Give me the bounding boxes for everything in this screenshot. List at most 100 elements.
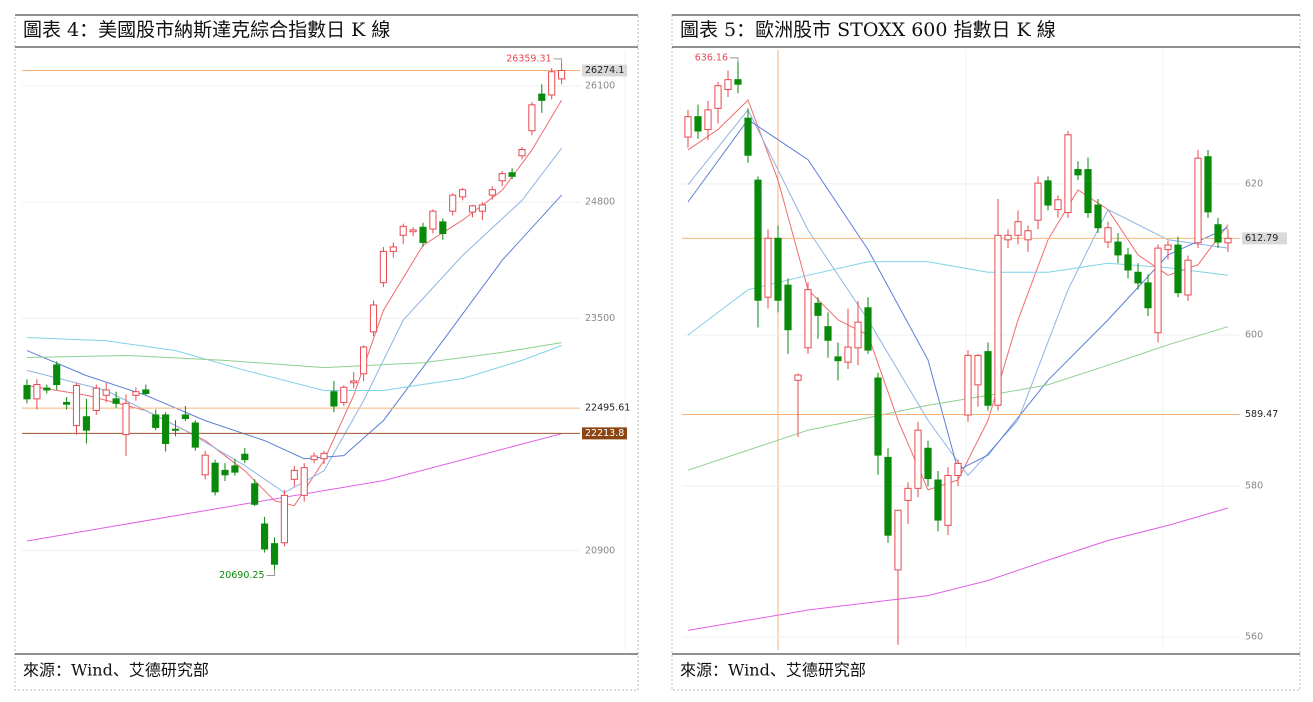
reference-label: 612.79 <box>1245 233 1278 244</box>
panel-frames <box>14 14 1301 691</box>
candle-body <box>300 467 308 496</box>
candle-body <box>409 229 417 233</box>
candle-body <box>449 194 457 212</box>
reference-label-box <box>1242 232 1287 245</box>
candle-body <box>784 284 792 331</box>
candle-body <box>152 414 160 428</box>
candle-body <box>764 237 772 298</box>
candle-body <box>1184 259 1192 296</box>
candle-body <box>340 386 348 403</box>
candle-body <box>538 93 546 101</box>
extreme-leader <box>266 569 275 577</box>
candle-body <box>1094 204 1102 229</box>
candle-body <box>132 391 140 396</box>
candle-body <box>1214 224 1222 243</box>
candle-body <box>181 414 189 420</box>
panel-border <box>14 14 639 691</box>
moving-average-line <box>26 99 563 507</box>
reference-label: 589.47 <box>1245 409 1278 420</box>
candle-body <box>310 455 318 461</box>
candle-body <box>360 346 368 375</box>
candle-body <box>518 149 526 157</box>
candle-body <box>261 523 269 550</box>
candle-body <box>1074 169 1082 176</box>
candle-body <box>1224 237 1232 244</box>
candle-body <box>330 391 338 407</box>
candle-body <box>864 307 872 351</box>
candle-body <box>1134 271 1142 284</box>
reference-label-box <box>582 64 627 77</box>
candle-body <box>72 384 81 427</box>
candle-body <box>884 456 892 536</box>
candle-body <box>984 351 992 406</box>
candle-body <box>211 462 219 493</box>
chart-title: 圖表 4：美國股市納斯達克綜合指數日 K 線 <box>23 19 390 41</box>
candle-body <box>350 380 358 384</box>
candle-body <box>1084 169 1092 214</box>
y-tick-label: 600 <box>1245 329 1263 340</box>
candle-body <box>270 543 279 565</box>
candle-body <box>1114 241 1122 256</box>
candle-body <box>162 414 170 445</box>
candle-body <box>63 401 71 405</box>
y-tick-label: 560 <box>1245 632 1263 643</box>
extreme-label: 26359.31 <box>506 53 551 64</box>
candle-body <box>498 173 506 182</box>
candle-body <box>724 79 732 90</box>
candle-body <box>734 79 742 85</box>
candle-body <box>904 487 912 501</box>
moving-average-line <box>26 433 562 542</box>
candle-body <box>241 453 249 461</box>
candle-body <box>1054 199 1062 211</box>
source-note: 來源：Wind、艾德研究部 <box>680 661 866 680</box>
candle-body <box>1024 230 1032 241</box>
y-tick-label: 620 <box>1245 178 1263 189</box>
candle-body <box>744 117 752 156</box>
candle-body <box>290 469 298 480</box>
candle-body <box>320 452 328 460</box>
candle-body <box>280 494 288 544</box>
extreme-leader <box>730 57 739 62</box>
reference-label: 26274.1 <box>585 65 624 76</box>
candle-body <box>548 71 556 96</box>
candle-body <box>894 509 902 571</box>
candle-body <box>854 321 862 349</box>
candle-body <box>814 302 822 316</box>
chart-title: 圖表 5：歐洲股市 STOXX 600 指數日 K 線 <box>680 19 1056 41</box>
candle-body <box>1154 247 1162 334</box>
candle-body <box>1004 234 1012 241</box>
y-tick-label: 580 <box>1245 481 1263 492</box>
candle-body <box>874 377 882 456</box>
candle-body <box>558 69 566 80</box>
candle-body <box>1044 180 1052 206</box>
candle-body <box>694 116 702 132</box>
candle-body <box>488 189 496 196</box>
candle-body <box>754 179 762 301</box>
candle-body <box>1104 227 1112 243</box>
candle-body <box>924 447 932 480</box>
moving-average-line <box>687 326 1229 471</box>
candle-body <box>459 189 467 198</box>
candle-body <box>914 429 922 489</box>
moving-average-line <box>26 147 562 494</box>
candle-body <box>92 387 100 411</box>
moving-average-line <box>26 194 562 460</box>
candle-body <box>804 289 812 349</box>
candle-body <box>23 384 31 400</box>
candle-body <box>53 364 61 386</box>
candle-body <box>201 454 209 476</box>
moving-average-line <box>26 337 562 391</box>
candle-body <box>112 398 120 404</box>
candle-body <box>82 416 90 431</box>
moving-average-line <box>26 342 562 369</box>
reference-label-box <box>582 427 627 440</box>
candle-body <box>1014 221 1022 236</box>
candle-body <box>1194 157 1202 244</box>
candle-body <box>231 465 239 473</box>
candle-body <box>439 221 447 235</box>
candle-body <box>221 469 229 476</box>
candle-body <box>774 237 782 301</box>
y-tick-label: 26100 <box>585 81 615 92</box>
